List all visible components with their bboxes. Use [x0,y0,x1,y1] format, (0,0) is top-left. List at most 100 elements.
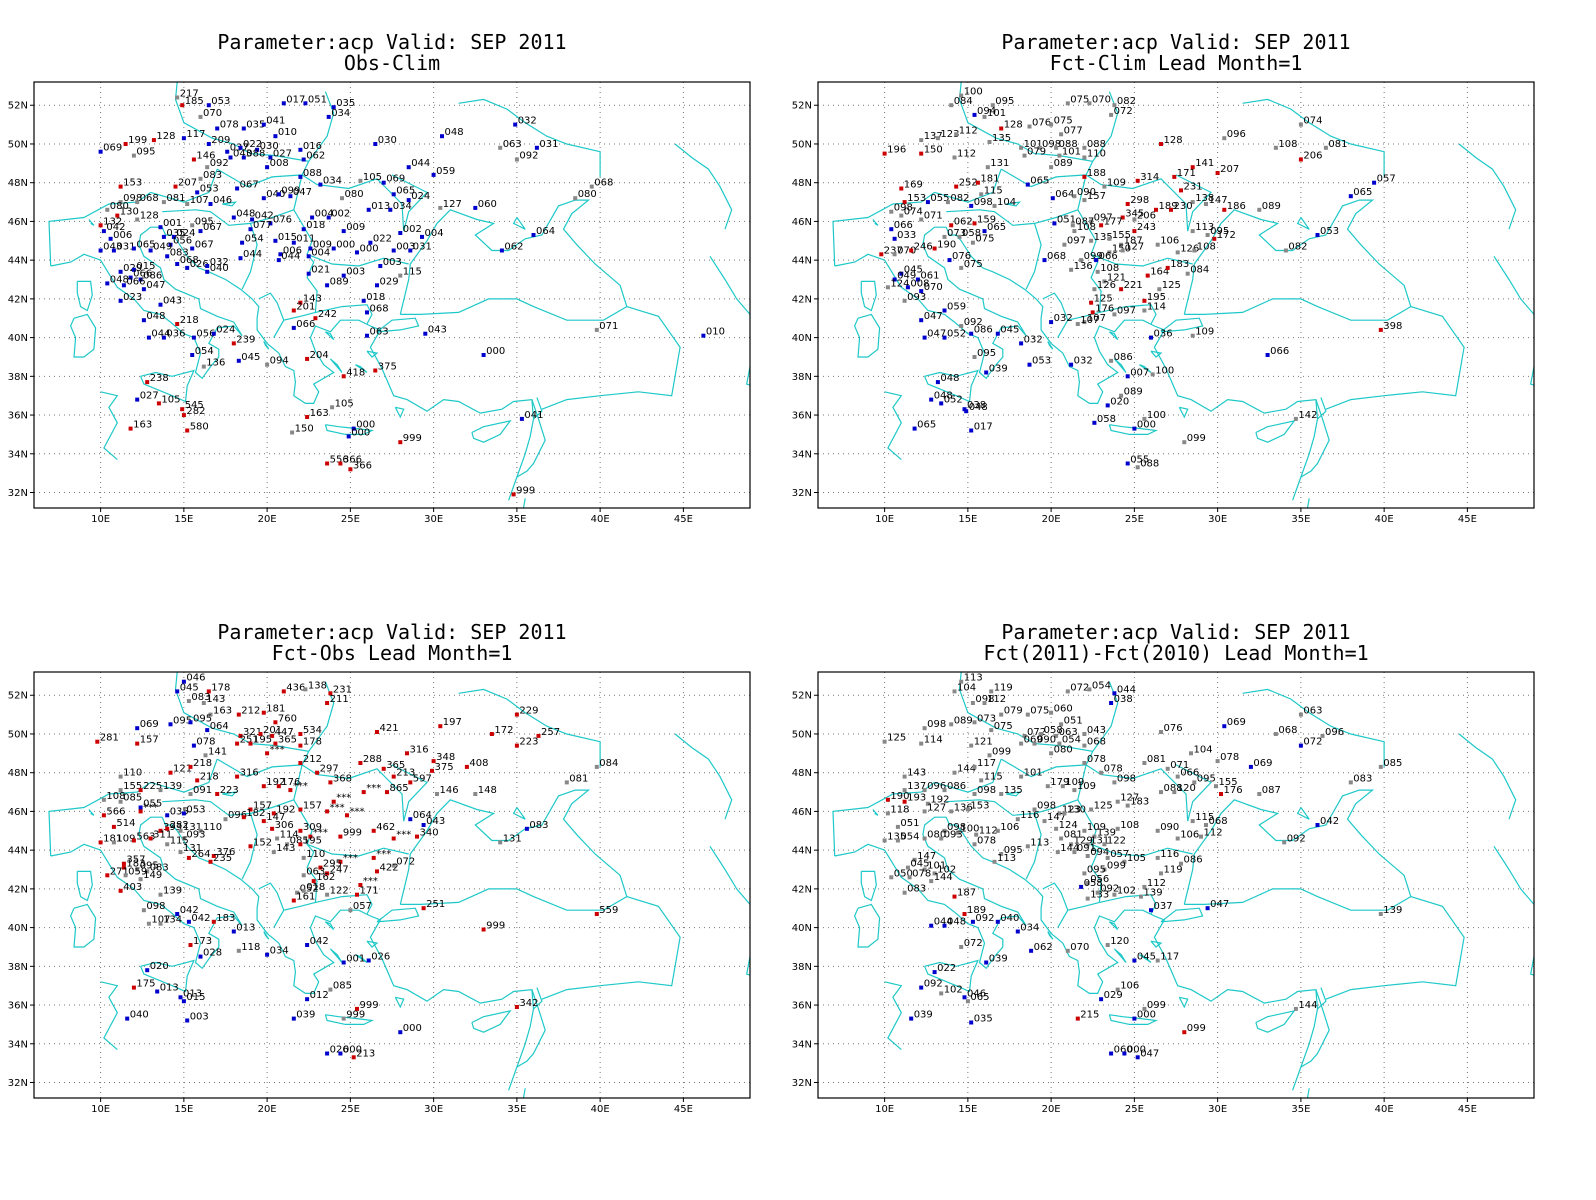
station-value: 231 [333,684,352,695]
station-value: *** [330,802,345,813]
station-marker [145,380,150,385]
station-value: 095 [195,216,214,227]
station-value: 042 [106,222,125,233]
station-marker [385,790,389,795]
station-marker [984,370,989,375]
station-marker [969,743,974,748]
station-marker [1378,764,1383,769]
station-value: 213 [396,768,415,779]
station-value: 100 [960,824,979,835]
station-marker [1199,834,1203,839]
station-value: 105 [335,398,354,409]
station-value: 131 [183,843,202,854]
station-marker [962,995,967,1000]
station-value: 042 [191,913,210,924]
station-value: 348 [436,752,455,763]
station-marker [965,999,970,1004]
station-value: 264 [191,849,210,860]
station-value: 138 [308,680,327,691]
station-value: 066 [1270,346,1289,357]
station-marker [420,234,424,239]
station-value: 597 [413,773,432,784]
station-value: 002 [403,224,422,235]
station-value: 075 [1030,706,1049,717]
station-marker [235,741,240,746]
station-value: 139 [1144,888,1163,899]
station-value: 109 [1107,178,1126,189]
station-value: 051 [1064,715,1083,726]
station-marker [1059,722,1064,727]
station-marker [1037,145,1042,150]
station-value: 048 [236,209,255,220]
station-marker [118,788,123,793]
station-value: 221 [1124,280,1143,291]
coastline [1296,217,1310,230]
station-marker [1125,803,1130,808]
coastline [241,813,258,880]
station-marker [238,733,243,738]
station-marker [303,101,308,106]
station-value: 082 [1117,96,1136,107]
station-value: 047 [1140,1048,1159,1059]
station-value: 125 [1162,280,1181,291]
station-value: 376 [216,847,235,858]
station-value: 065 [970,992,989,1003]
station-marker [1099,997,1104,1002]
station-marker [168,770,173,775]
station-marker [195,778,200,783]
station-value: 078 [196,737,215,748]
station-marker [181,136,186,141]
station-marker [111,824,116,829]
station-value: 083 [191,692,210,703]
station-marker [919,217,924,222]
station-value: 057 [1110,849,1129,860]
station-value: 055 [930,193,949,204]
station-marker [995,828,1000,833]
station-marker [348,467,353,472]
station-value: 162 [316,872,335,883]
station-value: 095 [193,713,212,724]
station-marker [573,196,578,201]
station-value: 077 [1064,125,1083,136]
station-marker [135,867,140,872]
station-value: *** [313,828,328,839]
station-marker [405,751,409,756]
station-marker [330,405,335,410]
station-value: 051 [900,818,919,829]
coastline [315,894,373,915]
station-value: 462 [376,822,395,833]
coastline [674,733,733,820]
station-marker [1120,215,1125,220]
station-value: 136 [206,358,225,369]
station-value: 081 [569,773,588,784]
station-value: 112 [979,826,998,837]
station-value: 083 [529,820,548,831]
station-marker [375,730,379,734]
station-value: 110 [1087,149,1106,160]
station-marker [98,223,103,228]
station-value: 408 [469,758,488,769]
station-marker [151,138,156,143]
station-marker [885,797,890,802]
station-marker [168,242,173,247]
station-value: 365 [278,735,297,746]
station-value: 149 [143,870,162,881]
coastline [1108,1014,1159,1026]
station-marker [1072,229,1077,234]
station-marker [970,919,975,924]
station-marker [325,809,330,814]
station-value: 088 [246,149,265,160]
station-marker [431,759,436,764]
station-value: 123 [940,129,959,140]
station-value: 144 [934,872,953,883]
station-value: 062 [504,242,523,253]
coastline [391,174,428,232]
station-value: 035 [166,228,185,239]
station-marker [1323,145,1328,150]
station-marker [1115,987,1120,992]
station-value: 099 [1187,1023,1206,1034]
station-value: 321 [243,727,262,738]
station-value: 083 [907,884,926,895]
station-value: 016 [303,141,322,152]
station-value: 099 [992,746,1011,757]
